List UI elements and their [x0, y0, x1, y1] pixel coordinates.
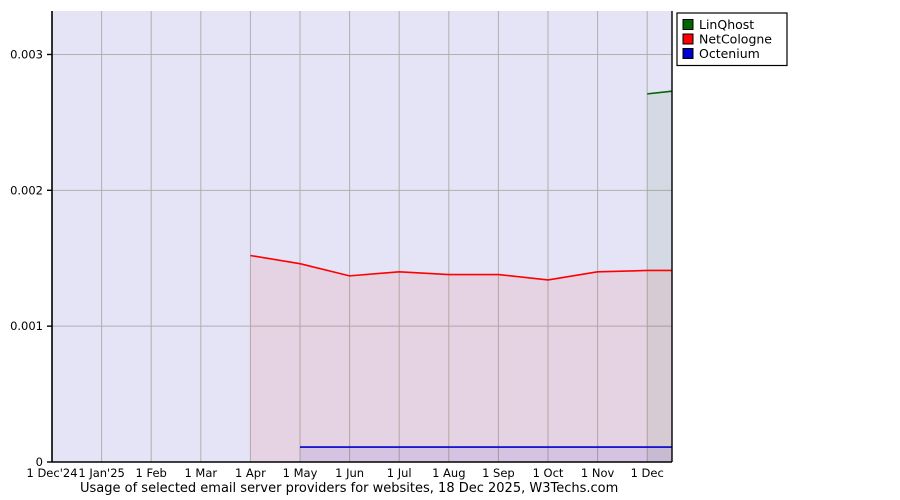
x-tick-label: 1 Dec	[631, 466, 664, 480]
series-line-netcologne	[250, 254, 672, 281]
axis-lines	[51, 11, 673, 463]
x-tick-label: 1 May	[283, 466, 318, 480]
series-lines	[250, 90, 673, 448]
x-tick-label: 1 Oct	[533, 466, 564, 480]
y-tick-label: 0.003	[10, 47, 43, 61]
x-tick-label: 1 Mar	[184, 466, 217, 480]
legend-box	[676, 12, 788, 67]
x-tick-label: 1 Nov	[581, 466, 615, 480]
x-tick-label: 1 Jan'25	[78, 466, 125, 480]
series-area-octenium	[300, 447, 672, 462]
x-tick-label: 1 Apr	[235, 466, 266, 480]
x-tick-label: 1 Jul	[387, 466, 412, 480]
legend-label-linqhost[interactable]: LinQhost	[699, 17, 754, 32]
chart-title: Usage of selected email server providers…	[80, 481, 618, 496]
gridlines	[52, 11, 672, 462]
legend-swatch-linqhost[interactable]	[682, 19, 694, 30]
series-line-linqhost	[647, 90, 673, 95]
plot-area	[52, 11, 672, 462]
plot-area-background	[52, 11, 672, 462]
y-axis-tick-labels: 0 0.001 0.002 0.003	[10, 47, 52, 469]
x-tick-label: 1 Feb	[136, 466, 167, 480]
y-tick-label: 0	[36, 455, 43, 469]
x-tick-label: 1 Aug	[432, 466, 465, 480]
legend-label-octenium[interactable]: Octenium	[699, 46, 760, 61]
legend-swatch-netcologne[interactable]	[682, 33, 694, 45]
y-tick-label: 0.002	[10, 183, 43, 197]
x-tick-label: 1 Dec'24	[26, 466, 77, 480]
legend-label-netcologne[interactable]: NetCologne	[699, 32, 772, 47]
x-tick-label: 1 Jun	[335, 466, 364, 480]
y-tick-label: 0.001	[10, 319, 43, 333]
series-area-linqhost	[647, 91, 672, 463]
x-tick-label: 1 Sep	[482, 466, 515, 480]
legend-swatch-octenium[interactable]	[682, 48, 694, 59]
series-area-fills	[250, 91, 672, 463]
series-area-netcologne	[250, 255, 672, 462]
x-axis-tick-labels: 1 Dec'24 1 Jan'25 1 Feb 1 Mar 1 Apr 1 May 1 Ju…	[26, 466, 663, 480]
